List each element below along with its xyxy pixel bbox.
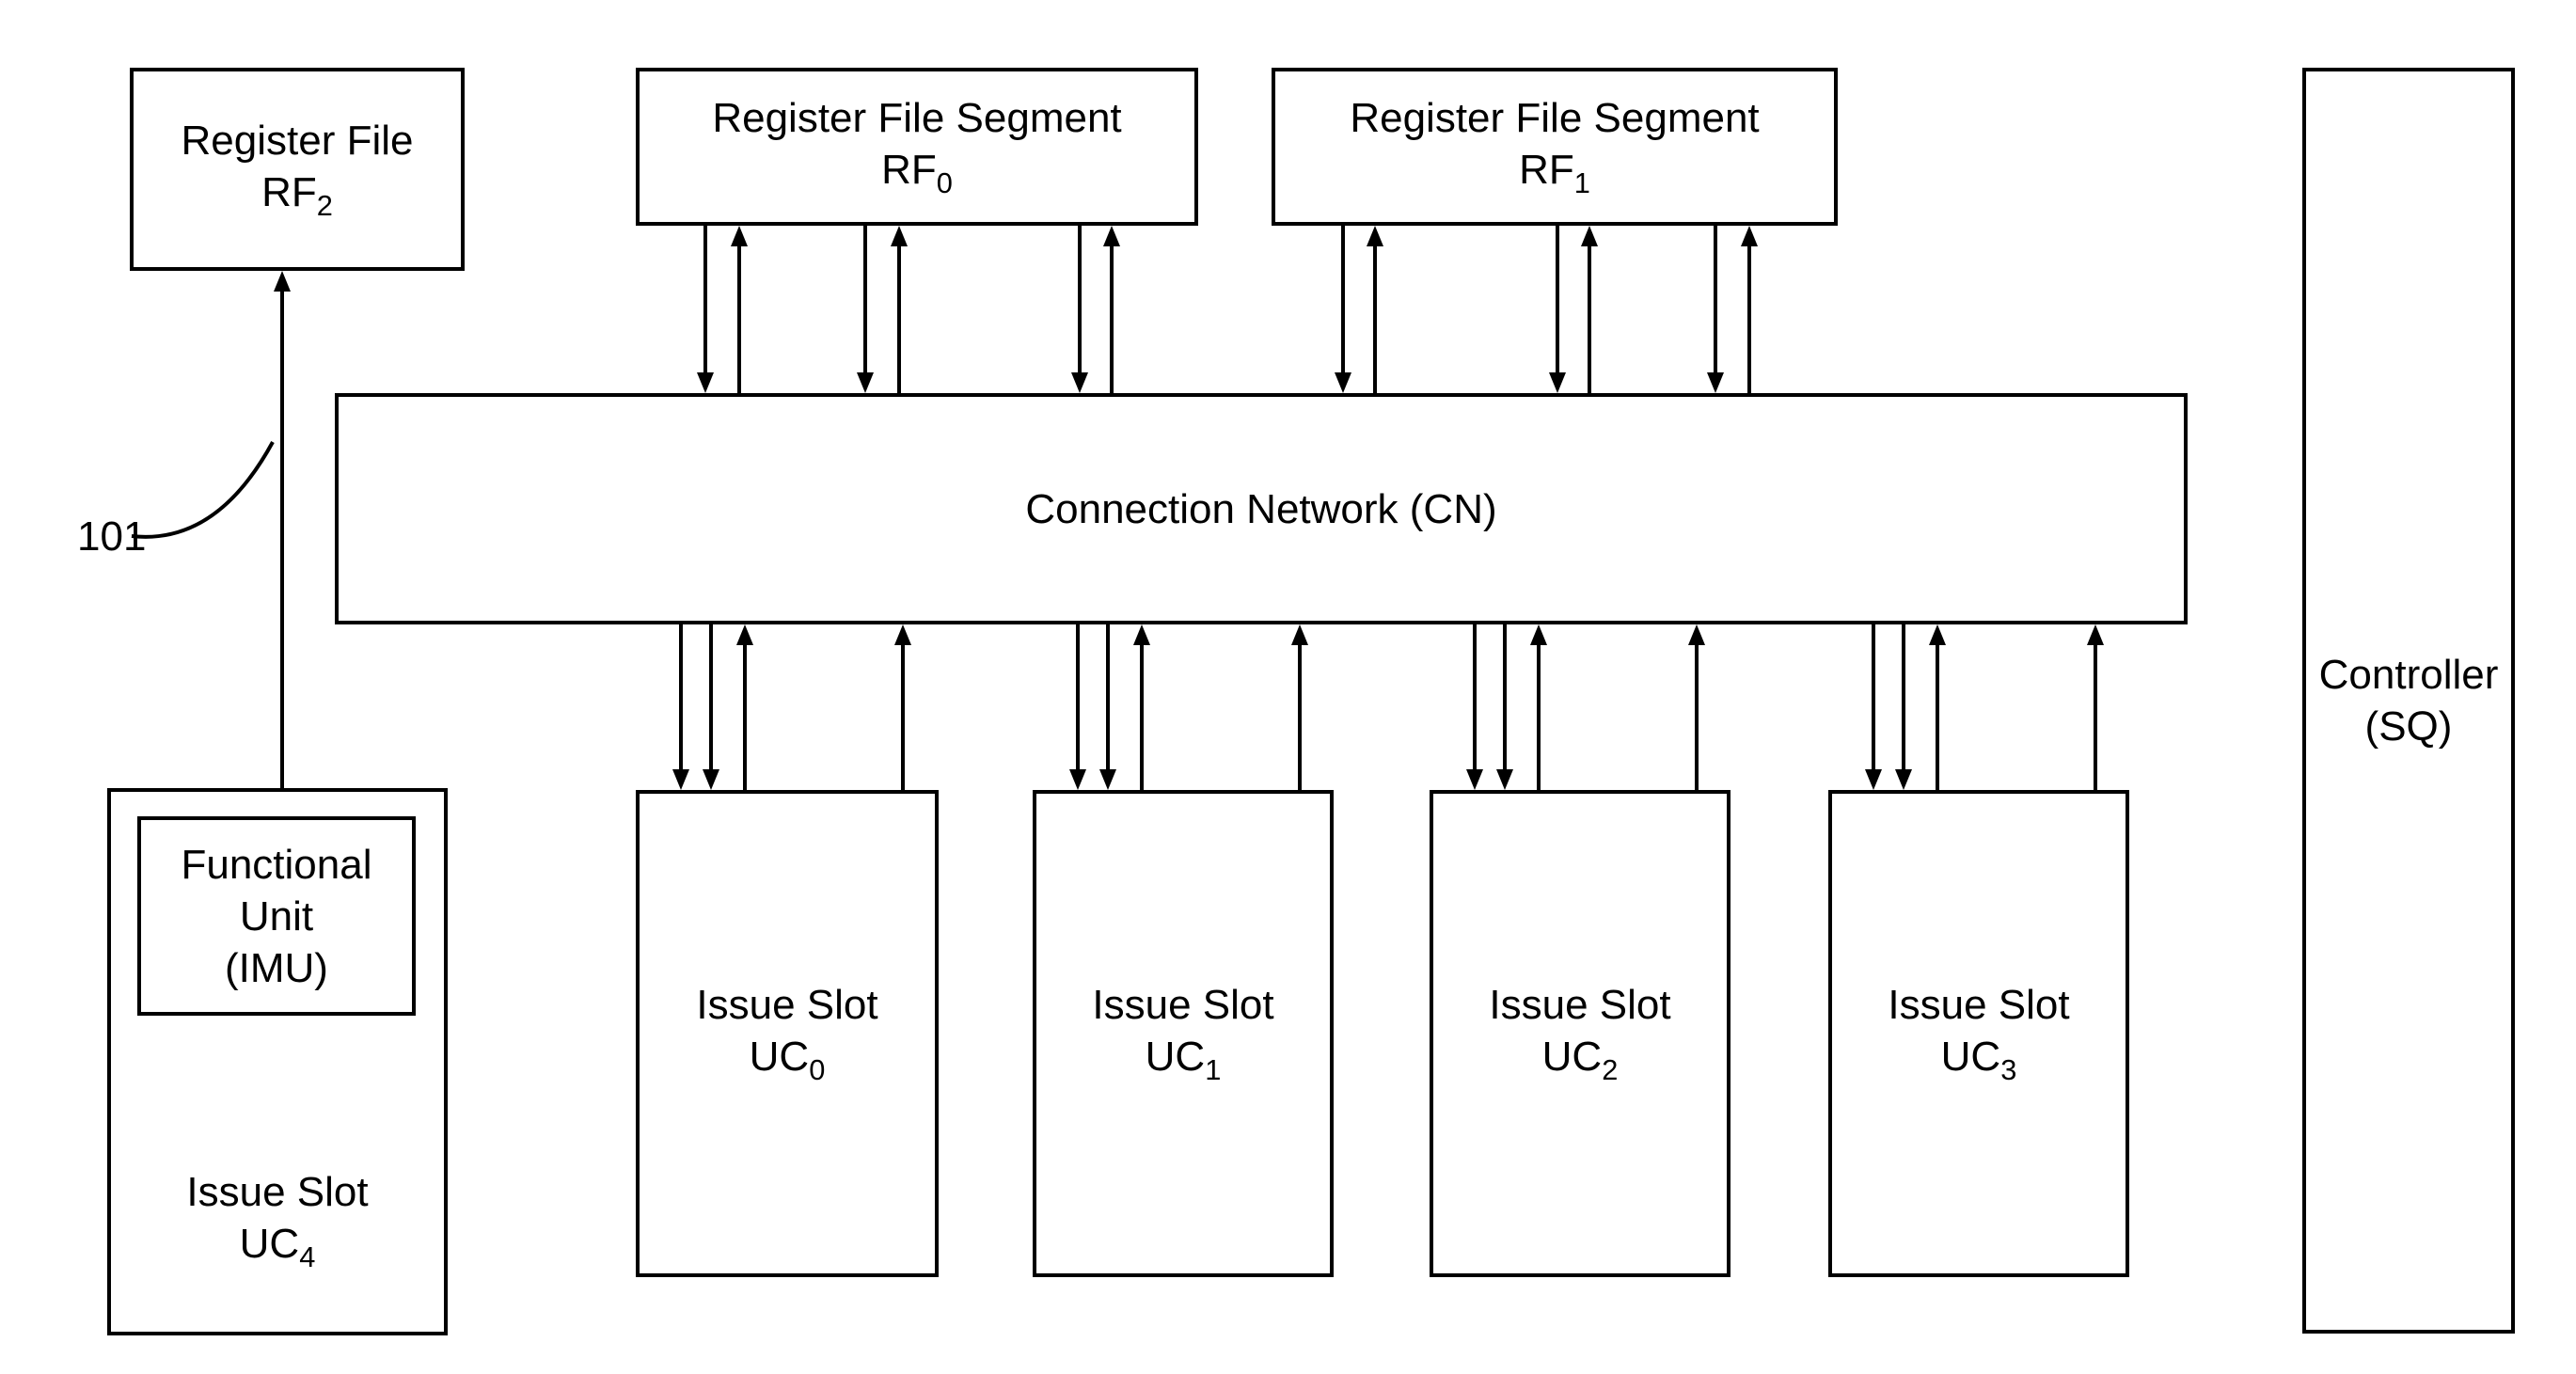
register-file-segment-rf0: Register File SegmentRF0 — [636, 68, 1198, 226]
issue-slot-uc0: Issue SlotUC0 — [636, 790, 939, 1277]
reference-numeral-101: 101 — [77, 513, 146, 561]
issue-slot-uc4-label: Issue SlotUC4 — [107, 1166, 448, 1275]
functional-unit-imu: FunctionalUnit(IMU) — [137, 816, 416, 1016]
issue-slot-uc3: Issue SlotUC3 — [1828, 790, 2129, 1277]
issue-slot-uc2: Issue SlotUC2 — [1430, 790, 1731, 1277]
issue-slot-uc1: Issue SlotUC1 — [1033, 790, 1334, 1277]
register-file-rf2: Register FileRF2 — [130, 68, 465, 271]
register-file-segment-rf1: Register File SegmentRF1 — [1272, 68, 1838, 226]
controller-sq: Controller(SQ) — [2302, 68, 2515, 1334]
connection-network: Connection Network (CN) — [335, 393, 2188, 624]
